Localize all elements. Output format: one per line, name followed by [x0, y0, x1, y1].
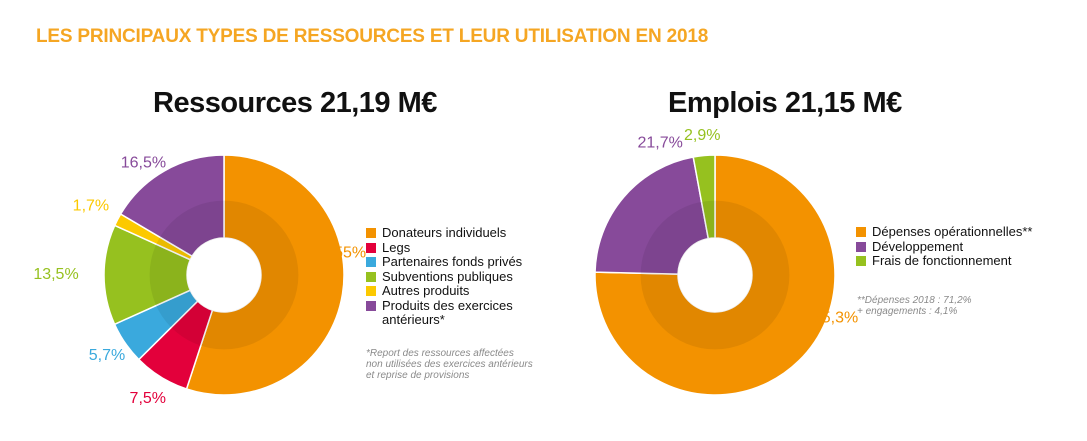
- ressources-legend-swatch: [366, 242, 376, 253]
- page-title: LES PRINCIPAUX TYPES DE RESSOURCES ET LE…: [36, 26, 709, 47]
- ressources-legend-swatch: [366, 286, 376, 296]
- emplois-legend-swatch: [856, 256, 866, 266]
- ressources-legend-item-legs: Legs: [366, 239, 556, 255]
- emplois-legend-label: Développement: [872, 238, 964, 254]
- ressources-chart-title: Ressources 21,19 M€: [153, 87, 437, 119]
- ressources-legend-label: Autres produits: [382, 283, 470, 298]
- emplois-chart-title: Emplois 21,15 M€: [668, 87, 902, 119]
- ressources-legend-swatch: [366, 271, 376, 282]
- ressources-legend-swatch: [366, 300, 376, 311]
- ressources-legend: Donateurs individuels Legs Partenaires fon…: [366, 226, 556, 327]
- ressources-footnote: *Report des ressources affectées non uti…: [366, 348, 533, 381]
- ressources-label-subventions-publiques: 13,5%: [33, 266, 78, 283]
- emplois-legend-label: Frais de fonctionnement: [872, 253, 1012, 268]
- emplois-legend-item-frais-de-fonctionnement: Frais de fonctionnement: [856, 254, 1056, 268]
- ressources-legend-item-partenaires-fonds-prives: Partenaires fonds privés: [366, 255, 556, 269]
- ressources-legend-item-subventions-publiques: Subventions publiques: [366, 268, 556, 284]
- emplois-label-frais-de-fonctionnement: 2,9%: [684, 127, 720, 144]
- ressources-label-donateurs-individuels: 55%: [334, 244, 366, 261]
- ressources-legend-item-autres-produits: Autres produits: [366, 284, 556, 298]
- emplois-footnote: **Dépenses 2018 : 71,2% + engagements : …: [857, 295, 972, 317]
- ressources-legend-swatch: [366, 257, 376, 267]
- ressources-label-partenaires-fonds-prives: 5,7%: [89, 347, 125, 364]
- ressources-legend-label: Partenaires fonds privés: [382, 254, 523, 269]
- ressources-legend-label: Legs: [382, 239, 411, 255]
- ressources-label-produits-des-exercices-anterieurs: 16,5%: [121, 154, 166, 171]
- emplois-legend: Dépenses opérationnelles** Développement F…: [856, 225, 1056, 269]
- emplois-legend-item-depenses-operationnelles: Dépenses opérationnelles**: [856, 225, 1056, 239]
- ressources-slice-donateurs-individuels: [185, 154, 345, 396]
- emplois-legend-label: Dépenses opérationnelles**: [872, 224, 1033, 239]
- emplois-legend-swatch: [856, 241, 866, 252]
- ressources-label-autres-produits: 1,7%: [73, 197, 109, 214]
- ressources-legend-item-produits-des-exercices-anterieurs: Produits des exercices antérieurs*: [366, 297, 556, 327]
- ressources-legend-item-donateurs-individuels: Donateurs individuels: [366, 226, 556, 240]
- emplois-legend-item-developpement: Développement: [856, 238, 1056, 254]
- ressources-legend-label: Subventions publiques: [382, 268, 513, 284]
- ressources-legend-label: Produits des exercices antérieurs*: [382, 297, 513, 327]
- emplois-label-developpement: 21,7%: [637, 134, 682, 151]
- emplois-center-hole: [678, 238, 752, 312]
- ressources-legend-label: Donateurs individuels: [382, 225, 507, 240]
- ressources-legend-swatch: [366, 228, 376, 238]
- ressources-label-legs: 7,5%: [130, 390, 166, 407]
- emplois-legend-swatch: [856, 227, 866, 237]
- emplois-label-depenses-operationnelles: 75,3%: [813, 310, 858, 327]
- ressources-center-hole: [187, 238, 261, 312]
